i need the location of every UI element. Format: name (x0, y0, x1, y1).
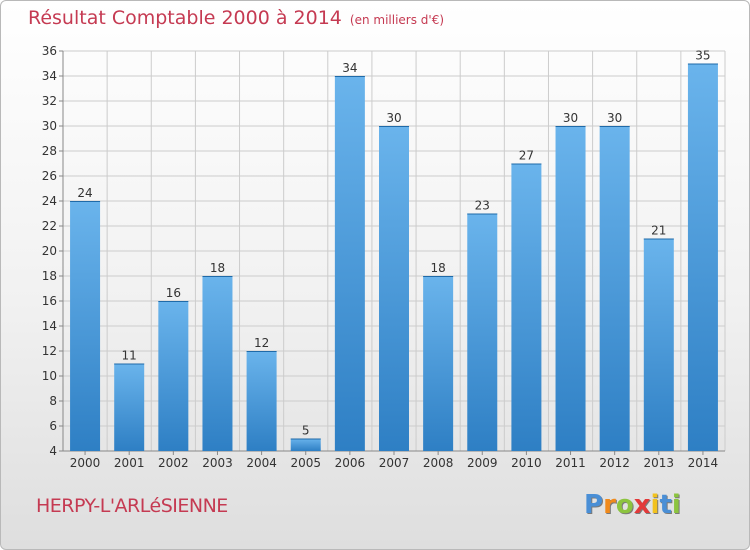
logo-letter: r (603, 490, 616, 520)
chart-title-text: Résultat Comptable 2000 à 2014 (28, 7, 342, 29)
y-tick-label: 36 (42, 44, 57, 58)
y-tick-label: 34 (42, 69, 57, 83)
y-tick-label: 24 (42, 194, 57, 208)
bar-2001 (114, 363, 145, 451)
y-tick-label: 22 (42, 219, 57, 233)
value-label-2009: 23 (475, 199, 490, 213)
value-label-2013: 21 (651, 224, 666, 238)
value-label-2003: 18 (210, 261, 225, 275)
bar-2009 (467, 213, 498, 451)
value-label-2014: 35 (695, 49, 710, 63)
x-tick-label-2000: 2000 (70, 456, 101, 470)
chart-title: Résultat Comptable 2000 à 2014 (en millie… (28, 7, 444, 29)
bar-2013 (643, 238, 674, 451)
y-tick-label: 16 (42, 294, 57, 308)
x-tick-label-2013: 2013 (644, 456, 675, 470)
bar-2007 (379, 126, 409, 451)
bar-2000 (70, 201, 101, 451)
x-tick-label-2014: 2014 (688, 456, 719, 470)
bar-2002 (158, 301, 189, 451)
labels: 4 6 8 10 12 14 16 18 20 22 24 26 28 30 32 34 36 24 2000 11 2… (42, 44, 718, 470)
y-tick-label: 14 (42, 319, 57, 333)
value-label-2006: 34 (342, 61, 357, 75)
y-tick-label: 12 (42, 344, 57, 358)
x-tick-label-2001: 2001 (114, 456, 145, 470)
location-name: HERPY-L'ARLéSIENNE (36, 495, 228, 517)
x-tick-label-2002: 2002 (158, 456, 189, 470)
bar-2003 (202, 276, 233, 451)
value-label-2010: 27 (519, 149, 534, 163)
x-tick-label-2003: 2003 (202, 456, 233, 470)
y-tick-label: 6 (49, 419, 57, 433)
value-label-2005: 5 (302, 424, 310, 438)
x-tick-label-2011: 2011 (555, 456, 586, 470)
y-tick-label: 18 (42, 269, 57, 283)
bar-2006 (334, 76, 365, 451)
x-tick-label-2012: 2012 (599, 456, 630, 470)
y-tick-label: 32 (42, 94, 57, 108)
x-tick-label-2004: 2004 (246, 456, 277, 470)
bar-2011 (555, 126, 586, 451)
y-tick-label: 28 (42, 144, 57, 158)
y-tick-label: 30 (42, 119, 57, 133)
chart-subtitle: (en milliers d'€) (349, 13, 445, 27)
bar-2010 (511, 163, 542, 451)
value-label-2008: 18 (430, 261, 445, 275)
logo-letter: P (584, 490, 604, 520)
x-tick-label-2005: 2005 (290, 456, 321, 470)
y-tick-label: 4 (49, 444, 57, 458)
value-label-2011: 30 (563, 111, 578, 125)
proxiti-logo: Proxiti (584, 490, 681, 520)
bars (70, 63, 718, 451)
x-tick-label-2008: 2008 (423, 456, 454, 470)
value-label-2007: 30 (386, 111, 401, 125)
bar-2004 (246, 351, 277, 451)
logo-letter: o (615, 490, 634, 520)
logo-letter: i (650, 490, 660, 520)
bar-2012 (599, 126, 630, 451)
value-label-2012: 30 (607, 111, 622, 125)
logo-letter: x (633, 490, 651, 520)
y-tick-label: 10 (42, 369, 57, 383)
logo-letter: i (671, 490, 681, 520)
bar-2014 (687, 63, 718, 451)
value-label-2002: 16 (166, 286, 181, 300)
y-tick-label: 26 (42, 169, 57, 183)
value-label-2001: 11 (122, 349, 137, 363)
value-label-2004: 12 (254, 336, 269, 350)
y-tick-label: 8 (49, 394, 57, 408)
y-tick-label: 20 (42, 244, 57, 258)
value-label-2000: 24 (77, 186, 92, 200)
bar-2008 (423, 276, 454, 451)
x-tick-label-2009: 2009 (467, 456, 498, 470)
x-tick-label-2007: 2007 (379, 456, 410, 470)
x-tick-label-2006: 2006 (335, 456, 366, 470)
bar-2005 (290, 438, 321, 451)
x-tick-label-2010: 2010 (511, 456, 542, 470)
logo-letter: t (659, 490, 672, 520)
